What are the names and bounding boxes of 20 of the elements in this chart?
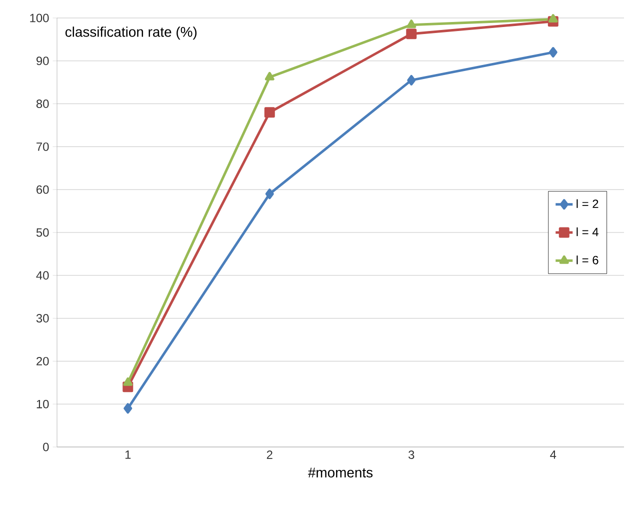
y-tick-label: 20 xyxy=(36,356,49,366)
y-tick-label: 90 xyxy=(36,56,49,66)
x-tick-label: 2 xyxy=(266,450,272,459)
x-tick-label: 1 xyxy=(125,450,131,459)
y-tick-label: 80 xyxy=(36,100,49,108)
legend-label: l = 6 xyxy=(576,256,598,264)
x-tick-label: 3 xyxy=(408,450,414,459)
x-tick-label: 4 xyxy=(550,450,556,459)
y-tick-label: 50 xyxy=(36,228,49,237)
y-tick-label: 100 xyxy=(30,14,49,22)
y-tick-label: 30 xyxy=(36,314,49,323)
y-tick-label: 0 xyxy=(43,442,49,452)
y-tick-label: 70 xyxy=(36,142,49,151)
legend-label: l = 4 xyxy=(576,227,598,236)
y-tick-label: 10 xyxy=(36,400,49,408)
y-tick-label: 60 xyxy=(36,185,49,194)
y-axis-title: classification rate (%) xyxy=(65,26,197,40)
y-tick-label: 40 xyxy=(36,271,49,280)
legend-label: l = 2 xyxy=(576,199,598,208)
x-axis-title: #moments xyxy=(308,468,373,478)
